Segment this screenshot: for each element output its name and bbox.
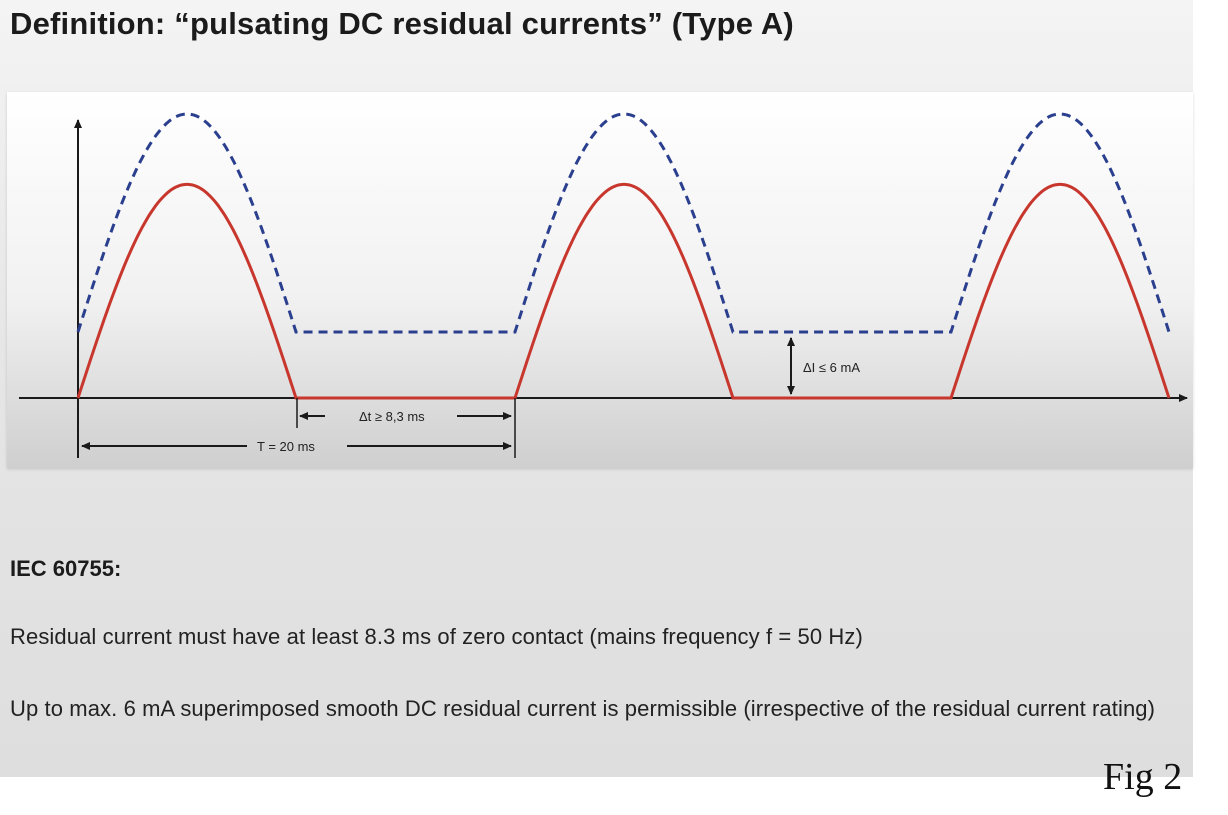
pulsating-waveform xyxy=(76,182,1171,400)
page-title: Definition: “pulsating DC residual curre… xyxy=(10,6,794,41)
waveform-diagram: ΔI ≤ 6 mA Δt ≥ 8,3 ms T = 20 ms xyxy=(7,92,1193,468)
standard-label: IEC 60755: xyxy=(10,556,122,581)
waveform-svg: ΔI ≤ 6 mA Δt ≥ 8,3 ms T = 20 ms xyxy=(19,112,1188,458)
zero-contact-text: Residual current must have at least 8.3 … xyxy=(10,624,863,649)
figure-label: Fig 2 xyxy=(1103,756,1183,798)
dc-superimposed-text: Up to max. 6 mA superimposed smooth DC r… xyxy=(10,696,1156,721)
slide: Definition: “pulsating DC residual curre… xyxy=(0,0,1193,777)
period-label: T = 20 ms xyxy=(257,439,315,454)
delta-i-label: ΔI ≤ 6 mA xyxy=(803,360,860,375)
dc-offset-waveform xyxy=(76,112,1171,334)
delta-t-label: Δt ≥ 8,3 ms xyxy=(359,409,425,424)
